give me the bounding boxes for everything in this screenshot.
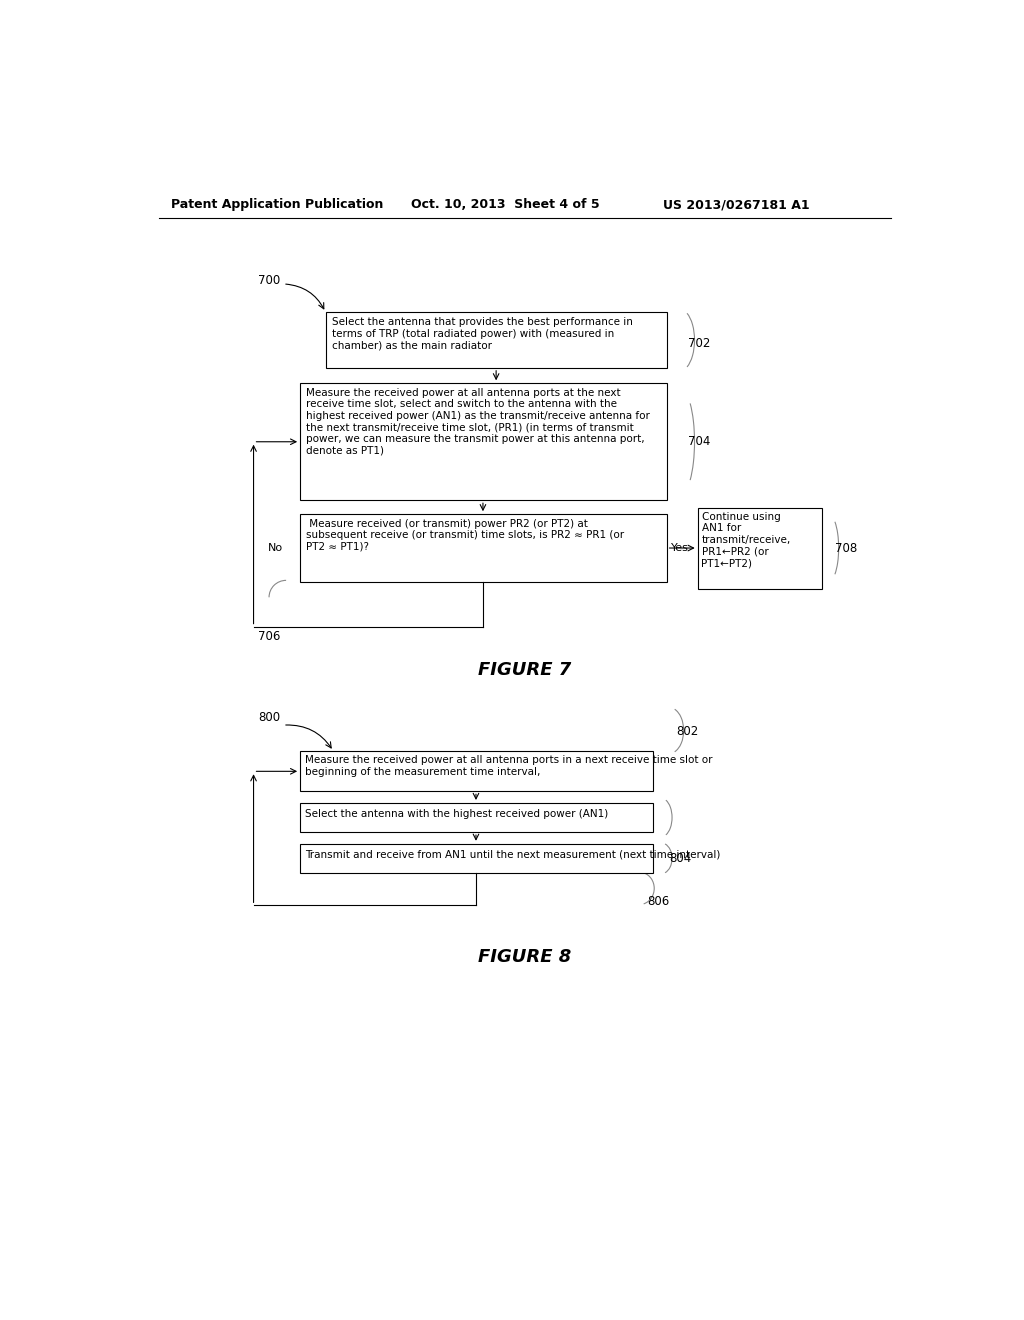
Text: Oct. 10, 2013  Sheet 4 of 5: Oct. 10, 2013 Sheet 4 of 5 bbox=[411, 198, 599, 211]
Text: Measure the received power at all antenna ports in a next receive time slot or
b: Measure the received power at all antenn… bbox=[305, 755, 713, 776]
Text: 804: 804 bbox=[669, 851, 691, 865]
Text: Measure received (or transmit) power PR2 (or PT2) at
subsequent receive (or tran: Measure received (or transmit) power PR2… bbox=[306, 519, 625, 552]
Text: FIGURE 8: FIGURE 8 bbox=[478, 948, 571, 966]
Bar bbox=[326, 313, 667, 368]
Text: No: No bbox=[267, 543, 283, 553]
Bar bbox=[300, 803, 652, 832]
Text: Continue using
AN1 for
transmit/receive,
PR1←PR2 (or
PT1←PT2): Continue using AN1 for transmit/receive,… bbox=[701, 512, 791, 568]
Text: Select the antenna that provides the best performance in
terms of TRP (total rad: Select the antenna that provides the bes… bbox=[332, 317, 633, 350]
Text: 706: 706 bbox=[258, 631, 281, 643]
Text: US 2013/0267181 A1: US 2013/0267181 A1 bbox=[663, 198, 809, 211]
Text: FIGURE 7: FIGURE 7 bbox=[478, 661, 571, 680]
Text: Select the antenna with the highest received power (AN1): Select the antenna with the highest rece… bbox=[305, 809, 608, 818]
Text: 802: 802 bbox=[677, 725, 699, 738]
Text: Patent Application Publication: Patent Application Publication bbox=[171, 198, 383, 211]
Text: Measure the received power at all antenna ports at the next
receive time slot, s: Measure the received power at all antenn… bbox=[306, 388, 650, 455]
Text: 806: 806 bbox=[647, 895, 670, 908]
Bar bbox=[300, 515, 667, 582]
Text: 800: 800 bbox=[258, 711, 281, 725]
Text: 700: 700 bbox=[258, 275, 281, 286]
Text: Transmit and receive from AN1 until the next measurement (next time interval): Transmit and receive from AN1 until the … bbox=[305, 850, 720, 859]
Bar bbox=[300, 843, 652, 873]
Text: Yes: Yes bbox=[671, 543, 688, 553]
Text: 708: 708 bbox=[835, 541, 857, 554]
Bar bbox=[300, 751, 652, 792]
Bar bbox=[300, 383, 667, 500]
Text: 704: 704 bbox=[687, 436, 710, 449]
Text: 702: 702 bbox=[687, 337, 710, 350]
Bar bbox=[697, 508, 821, 589]
